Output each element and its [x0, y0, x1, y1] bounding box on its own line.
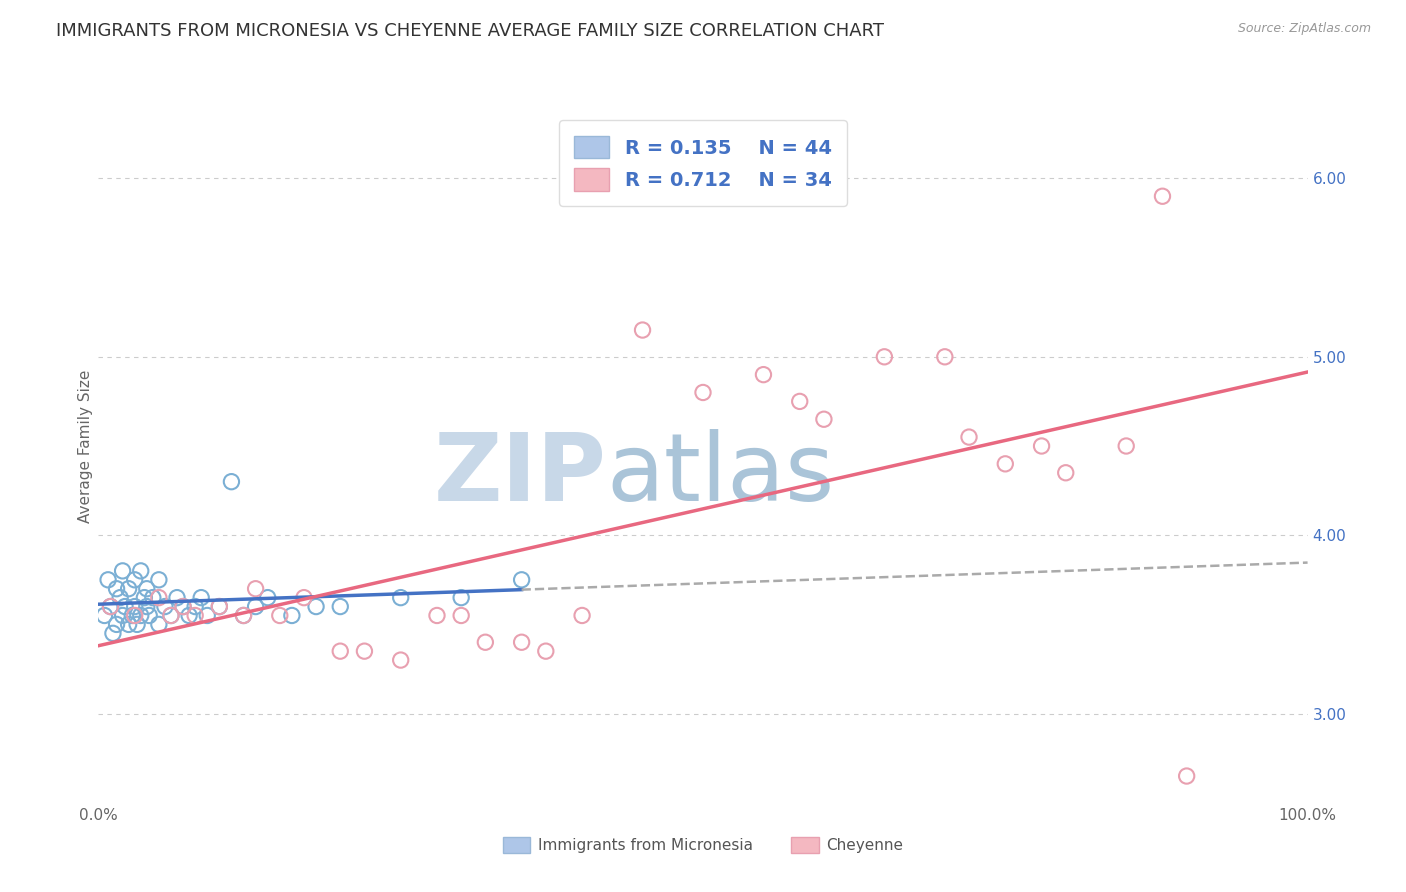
Point — [124, 573, 146, 587]
Point — [184, 599, 207, 614]
Point — [873, 350, 896, 364]
Point — [353, 644, 375, 658]
Point — [153, 599, 176, 614]
Point — [221, 475, 243, 489]
Point — [148, 573, 170, 587]
Point — [450, 608, 472, 623]
Y-axis label: Average Family Size: Average Family Size — [77, 369, 93, 523]
Point — [510, 573, 533, 587]
Point — [1175, 769, 1198, 783]
Point — [510, 635, 533, 649]
Point — [127, 617, 149, 632]
Point — [111, 608, 134, 623]
Point — [692, 385, 714, 400]
Point — [534, 644, 557, 658]
Point — [184, 608, 207, 623]
Point — [813, 412, 835, 426]
Point — [195, 608, 218, 623]
Point — [281, 608, 304, 623]
Point — [166, 591, 188, 605]
Point — [190, 591, 212, 605]
Point — [305, 599, 328, 614]
Point — [101, 626, 124, 640]
Point — [97, 573, 120, 587]
Point — [269, 608, 291, 623]
Legend: Immigrants from Micronesia, Cheyenne: Immigrants from Micronesia, Cheyenne — [496, 831, 910, 859]
Point — [135, 599, 157, 614]
Point — [329, 644, 352, 658]
Point — [450, 591, 472, 605]
Text: Source: ZipAtlas.com: Source: ZipAtlas.com — [1237, 22, 1371, 36]
Point — [160, 608, 183, 623]
Point — [118, 617, 141, 632]
Point — [1152, 189, 1174, 203]
Point — [994, 457, 1017, 471]
Text: ZIP: ZIP — [433, 428, 606, 521]
Point — [631, 323, 654, 337]
Point — [752, 368, 775, 382]
Point — [135, 582, 157, 596]
Point — [172, 599, 194, 614]
Text: atlas: atlas — [606, 428, 835, 521]
Point — [957, 430, 980, 444]
Point — [1054, 466, 1077, 480]
Point — [121, 608, 143, 623]
Point — [329, 599, 352, 614]
Point — [172, 599, 194, 614]
Point — [245, 599, 267, 614]
Point — [134, 591, 156, 605]
Point — [571, 608, 593, 623]
Point — [111, 564, 134, 578]
Point — [232, 608, 254, 623]
Point — [208, 599, 231, 614]
Point — [426, 608, 449, 623]
Point — [93, 608, 115, 623]
Point — [179, 608, 201, 623]
Point — [292, 591, 315, 605]
Point — [148, 591, 170, 605]
Point — [934, 350, 956, 364]
Point — [789, 394, 811, 409]
Point — [129, 608, 152, 623]
Point — [100, 599, 122, 614]
Point — [124, 608, 146, 623]
Text: IMMIGRANTS FROM MICRONESIA VS CHEYENNE AVERAGE FAMILY SIZE CORRELATION CHART: IMMIGRANTS FROM MICRONESIA VS CHEYENNE A… — [56, 22, 884, 40]
Point — [105, 582, 128, 596]
Point — [100, 599, 122, 614]
Point — [208, 599, 231, 614]
Point — [389, 653, 412, 667]
Point — [245, 582, 267, 596]
Point — [129, 564, 152, 578]
Point — [474, 635, 496, 649]
Point — [105, 617, 128, 632]
Point — [232, 608, 254, 623]
Point — [389, 591, 412, 605]
Point — [138, 608, 160, 623]
Point — [1031, 439, 1053, 453]
Point — [160, 608, 183, 623]
Point — [148, 617, 170, 632]
Point — [142, 591, 165, 605]
Point — [114, 599, 136, 614]
Point — [1115, 439, 1137, 453]
Point — [124, 599, 146, 614]
Point — [108, 591, 131, 605]
Point — [118, 582, 141, 596]
Point — [256, 591, 278, 605]
